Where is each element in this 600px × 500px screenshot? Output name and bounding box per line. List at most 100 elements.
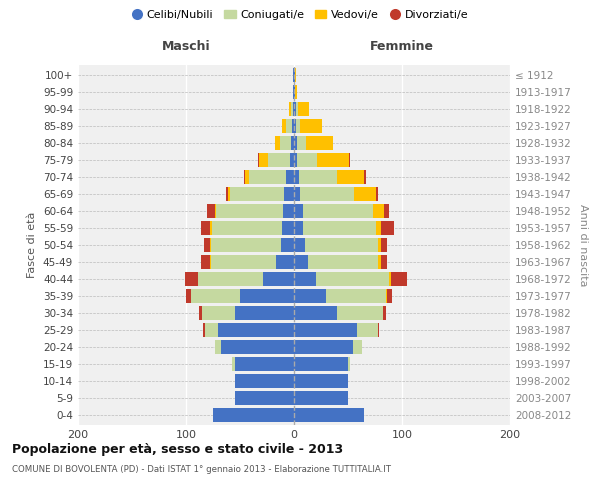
Bar — [356, 322, 378, 337]
Bar — [210, 238, 211, 252]
Bar — [282, 221, 294, 235]
Bar — [268, 153, 290, 168]
Bar — [185, 272, 198, 286]
Bar — [301, 187, 355, 202]
Bar — [387, 288, 392, 303]
Bar — [308, 255, 378, 269]
Bar — [213, 408, 294, 422]
Bar — [232, 356, 235, 371]
Bar — [294, 356, 348, 371]
Bar — [235, 356, 294, 371]
Bar — [294, 322, 356, 337]
Bar — [240, 288, 294, 303]
Text: Femmine: Femmine — [370, 40, 434, 53]
Bar — [201, 255, 210, 269]
Bar — [295, 85, 297, 100]
Bar — [364, 170, 367, 184]
Bar — [383, 306, 386, 320]
Bar — [216, 204, 283, 218]
Bar — [286, 119, 292, 134]
Bar — [302, 204, 373, 218]
Bar — [296, 119, 301, 134]
Bar — [349, 153, 350, 168]
Bar — [201, 221, 210, 235]
Bar — [211, 238, 281, 252]
Bar — [215, 340, 221, 354]
Text: Maschi: Maschi — [161, 40, 211, 53]
Bar — [378, 255, 382, 269]
Bar — [294, 374, 348, 388]
Bar — [210, 255, 211, 269]
Bar — [294, 119, 296, 134]
Y-axis label: Fasce di età: Fasce di età — [28, 212, 37, 278]
Bar — [198, 272, 263, 286]
Bar — [294, 272, 316, 286]
Bar — [283, 204, 294, 218]
Bar — [294, 340, 353, 354]
Bar — [301, 119, 322, 134]
Bar — [235, 390, 294, 405]
Text: Popolazione per età, sesso e stato civile - 2013: Popolazione per età, sesso e stato civil… — [12, 442, 343, 456]
Bar — [348, 356, 350, 371]
Bar — [355, 187, 376, 202]
Bar — [294, 408, 364, 422]
Bar — [275, 136, 280, 150]
Bar — [291, 102, 293, 117]
Bar — [294, 170, 299, 184]
Bar — [326, 288, 386, 303]
Bar — [299, 170, 337, 184]
Bar — [235, 306, 294, 320]
Bar — [294, 238, 305, 252]
Bar — [215, 204, 216, 218]
Bar — [291, 136, 294, 150]
Bar — [297, 136, 306, 150]
Bar — [191, 288, 240, 303]
Bar — [263, 272, 294, 286]
Bar — [281, 238, 294, 252]
Bar — [212, 221, 282, 235]
Bar — [199, 306, 202, 320]
Legend: Celibi/Nubili, Coniugati/e, Vedovi/e, Divorziati/e: Celibi/Nubili, Coniugati/e, Vedovi/e, Di… — [127, 6, 473, 25]
Bar — [294, 255, 308, 269]
Bar — [206, 204, 215, 218]
Bar — [244, 170, 245, 184]
Bar — [294, 306, 337, 320]
Bar — [376, 221, 382, 235]
Bar — [294, 187, 301, 202]
Bar — [202, 306, 235, 320]
Bar — [298, 102, 309, 117]
Bar — [245, 170, 248, 184]
Bar — [296, 102, 298, 117]
Bar — [306, 136, 333, 150]
Bar — [376, 187, 378, 202]
Bar — [302, 221, 376, 235]
Bar — [205, 238, 210, 252]
Bar — [378, 238, 382, 252]
Y-axis label: Anni di nascita: Anni di nascita — [578, 204, 588, 286]
Bar — [230, 187, 284, 202]
Bar — [294, 102, 296, 117]
Text: COMUNE DI BOVOLENTA (PD) - Dati ISTAT 1° gennaio 2013 - Elaborazione TUTTITALIA.: COMUNE DI BOVOLENTA (PD) - Dati ISTAT 1°… — [12, 466, 391, 474]
Bar — [294, 390, 348, 405]
Bar — [294, 221, 302, 235]
Bar — [221, 340, 294, 354]
Bar — [203, 322, 205, 337]
Bar — [259, 153, 268, 168]
Bar — [280, 136, 291, 150]
Bar — [218, 322, 294, 337]
Bar — [292, 119, 294, 134]
Bar — [235, 374, 294, 388]
Bar — [226, 187, 228, 202]
Bar — [297, 153, 317, 168]
Bar — [294, 85, 295, 100]
Bar — [383, 204, 389, 218]
Bar — [248, 170, 286, 184]
Bar — [282, 119, 286, 134]
Bar — [378, 322, 379, 337]
Bar — [389, 272, 391, 286]
Bar — [294, 136, 297, 150]
Bar — [228, 187, 230, 202]
Bar — [210, 221, 212, 235]
Bar — [337, 306, 383, 320]
Bar — [391, 272, 407, 286]
